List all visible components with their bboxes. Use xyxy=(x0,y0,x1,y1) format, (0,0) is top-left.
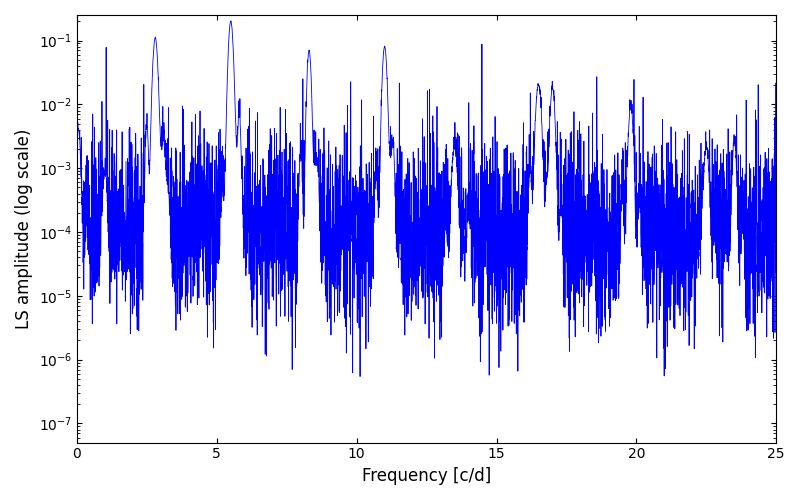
X-axis label: Frequency [c/d]: Frequency [c/d] xyxy=(362,467,491,485)
Y-axis label: LS amplitude (log scale): LS amplitude (log scale) xyxy=(15,128,33,329)
